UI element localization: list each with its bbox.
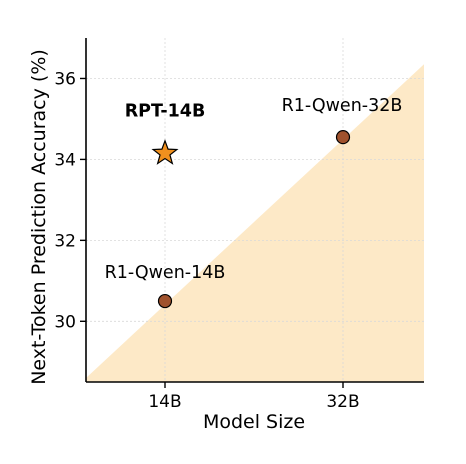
x-axis-title: Model Size: [203, 411, 305, 433]
point-rpt-14b: [151, 139, 179, 165]
x-tick-label: 14B: [148, 392, 181, 412]
point-r1-qwen-32b: [335, 130, 351, 145]
y-tick-label: 32: [54, 231, 76, 251]
point-r1-qwen-14b: [157, 293, 173, 309]
label-r1-qwen-32b: R1-Qwen-32B: [282, 96, 403, 116]
y-axis-title: Next-Token Prediction Accuracy (%): [28, 49, 50, 385]
y-tick-label: 36: [54, 69, 76, 89]
label-rpt-14b: RPT-14B: [125, 101, 206, 121]
x-tick-label: 32B: [326, 392, 359, 412]
y-tick-label: 34: [54, 150, 76, 170]
label-r1-qwen-14b: R1-Qwen-14B: [105, 263, 226, 283]
y-tick-label: 30: [54, 312, 76, 332]
